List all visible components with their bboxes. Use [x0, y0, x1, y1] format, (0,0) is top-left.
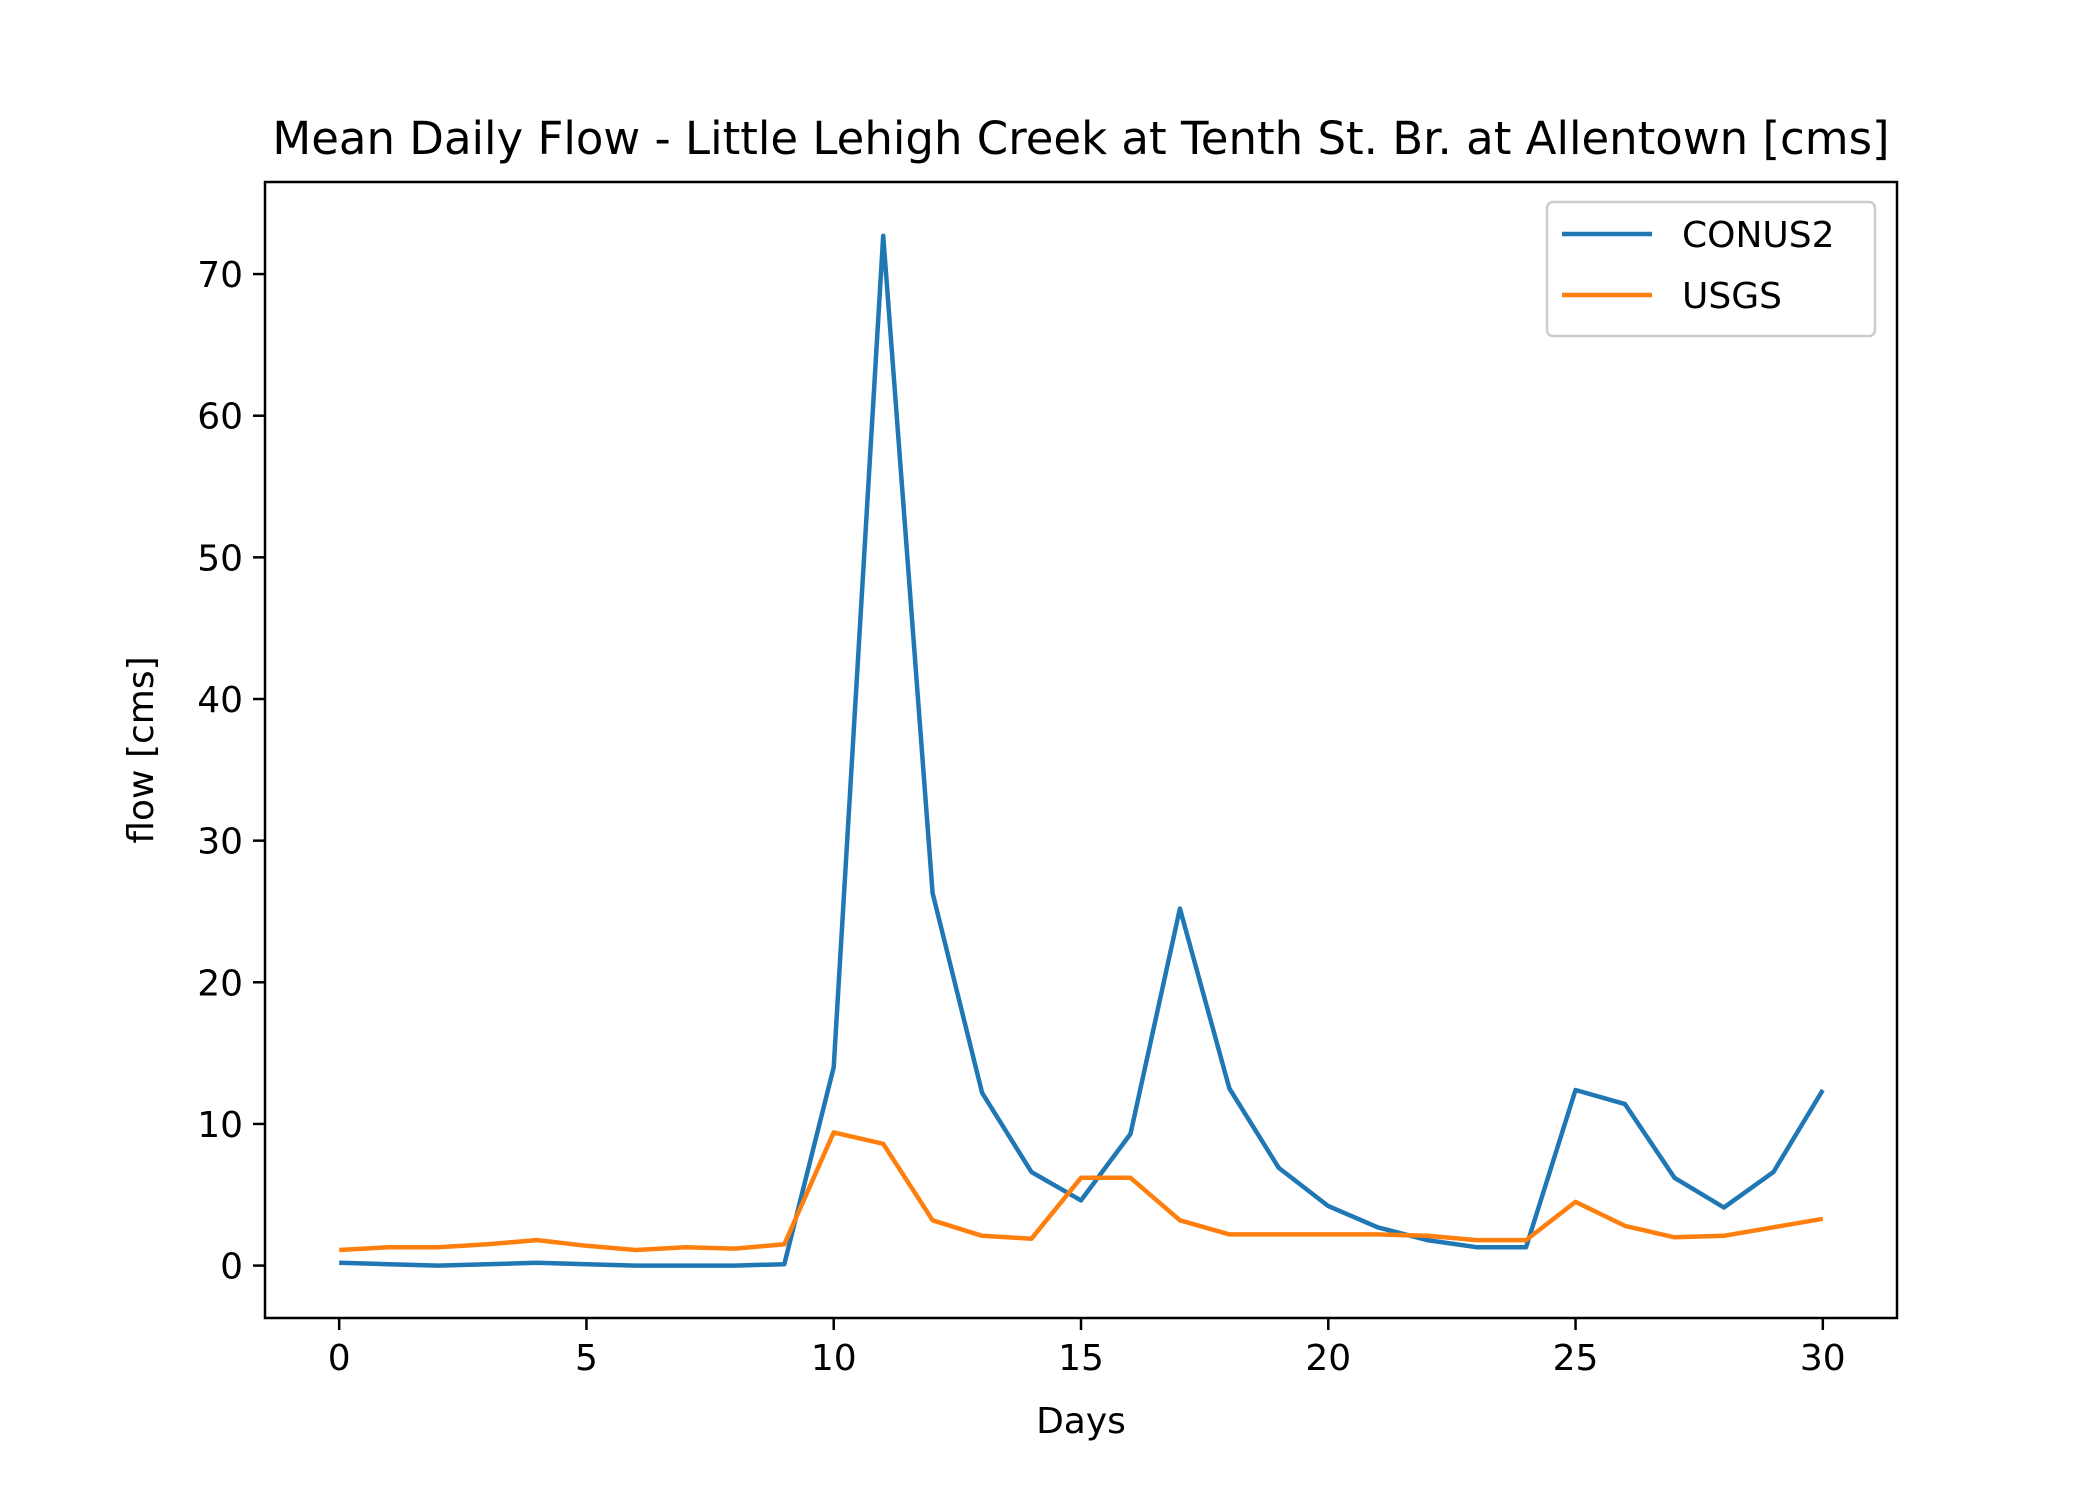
y-tick-label: 10 — [197, 1105, 243, 1146]
y-tick-label: 30 — [197, 822, 243, 863]
y-tick-label: 70 — [197, 255, 243, 296]
x-tick-label: 10 — [811, 1338, 857, 1379]
x-tick-label: 15 — [1058, 1338, 1104, 1379]
x-tick-label: 0 — [328, 1338, 351, 1379]
x-axis-label: Days — [1036, 1401, 1126, 1442]
y-axis-ticks: 0 10 20 30 40 50 60 70 — [197, 255, 265, 1288]
x-tick-label: 20 — [1305, 1338, 1351, 1379]
y-tick-label: 60 — [197, 397, 243, 438]
x-axis-ticks: 0 5 10 15 20 25 30 — [328, 1318, 1846, 1379]
x-tick-label: 25 — [1553, 1338, 1599, 1379]
chart-title: Mean Daily Flow - Little Lehigh Creek at… — [272, 112, 1889, 165]
legend: CONUS2 USGS — [1545, 200, 1877, 338]
legend-label-conus2: CONUS2 — [1682, 215, 1835, 256]
y-tick-label: 0 — [220, 1247, 243, 1288]
series-line-conus2 — [339, 233, 1825, 1268]
y-axis-label: flow [cms] — [121, 656, 162, 843]
x-tick-label: 5 — [575, 1338, 598, 1379]
x-tick-label: 30 — [1800, 1338, 1846, 1379]
series-line-usgs — [339, 1130, 1824, 1253]
y-tick-label: 20 — [197, 963, 243, 1004]
legend-label-usgs: USGS — [1682, 276, 1782, 317]
plot-lines — [339, 233, 1825, 1268]
y-tick-label: 50 — [197, 538, 243, 579]
y-tick-label: 40 — [197, 680, 243, 721]
